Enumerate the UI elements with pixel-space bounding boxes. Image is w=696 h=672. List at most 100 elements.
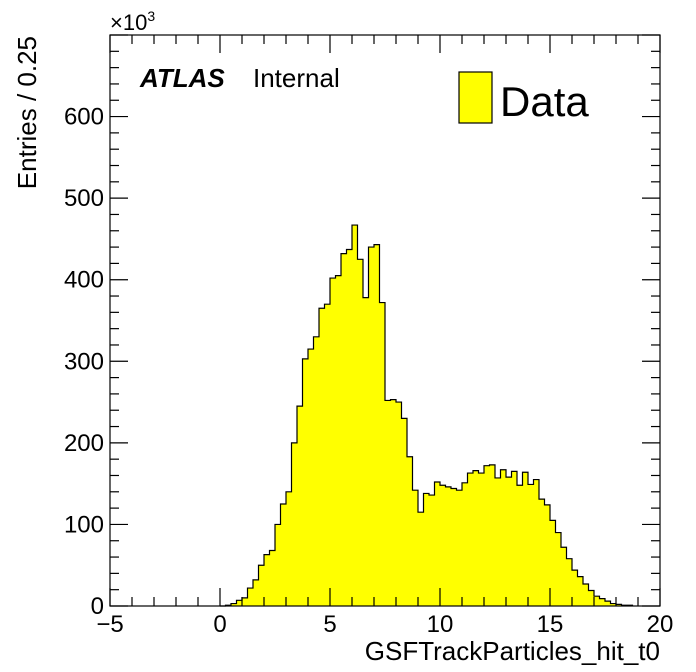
x-tick-labels: −5 0 5 10 15 20 <box>96 611 673 638</box>
histogram-bars <box>225 225 633 607</box>
histogram-bar <box>467 473 474 606</box>
histogram-bar <box>434 482 441 606</box>
histogram-bar <box>429 495 435 606</box>
legend: Data <box>458 71 589 125</box>
x-tick-label: −5 <box>96 611 123 638</box>
histogram-bar <box>577 576 584 606</box>
histogram-bar <box>291 442 298 606</box>
histogram-bar <box>484 465 490 606</box>
histogram-bar <box>330 278 336 606</box>
histogram-bar <box>341 253 347 606</box>
histogram-bar <box>440 485 446 606</box>
histogram-bar <box>583 583 589 606</box>
atlas-label: ATLAS <box>139 63 225 93</box>
histogram-bar <box>522 472 529 606</box>
plot-frame <box>109 34 661 607</box>
y-tick-label: 400 <box>64 267 104 294</box>
histogram-bar <box>401 418 408 606</box>
histogram-bar <box>385 400 391 606</box>
histogram-bar <box>478 473 485 606</box>
histogram-bar <box>506 477 512 606</box>
histogram-bar <box>451 488 457 606</box>
histogram-bar <box>313 336 320 606</box>
legend-swatch-data <box>458 71 493 124</box>
histogram-bar <box>544 504 551 606</box>
histogram-outline <box>220 224 634 607</box>
histogram-bar <box>242 597 248 606</box>
histogram-bar <box>357 259 364 606</box>
histogram-bar <box>555 532 562 606</box>
y-tick-label: 300 <box>64 348 104 375</box>
x-tick-label: 15 <box>537 611 564 638</box>
y-axis-ticks <box>110 34 660 607</box>
x-axis-title: GSFTrackParticles_hit_t0 <box>365 636 660 666</box>
histogram-bar <box>231 603 237 606</box>
histogram-bar <box>297 406 303 606</box>
histogram-bar <box>511 471 518 606</box>
histogram-bar <box>407 456 413 606</box>
histogram-bar <box>286 491 292 606</box>
x-tick-label: 10 <box>427 611 454 638</box>
histogram-bar <box>473 470 479 606</box>
y-tick-labels: 0 100 200 300 400 500 600 <box>64 104 104 620</box>
histogram-bar <box>324 304 331 606</box>
histogram-bar <box>462 482 468 606</box>
histogram-bar <box>247 588 254 606</box>
histogram-bar <box>352 225 358 606</box>
histogram-bar <box>550 520 556 606</box>
histogram-bar <box>561 547 567 606</box>
histogram-bar <box>495 477 501 606</box>
histogram-bar <box>500 469 507 606</box>
histogram-bar <box>236 600 243 606</box>
histogram-bar <box>346 249 353 607</box>
histogram-bar <box>253 579 259 606</box>
histogram-bar <box>319 308 325 606</box>
histogram-bar <box>616 604 622 606</box>
y-axis-title: Entries / 0.25 <box>12 36 42 189</box>
histogram-bar <box>264 554 270 606</box>
histogram-bar <box>390 399 397 606</box>
histogram-bar <box>599 598 606 606</box>
y-tick-label: 200 <box>64 430 104 457</box>
y-tick-label: 0 <box>91 593 104 620</box>
histogram-bar <box>374 244 380 607</box>
histogram-bar <box>528 484 534 606</box>
atlas-sublabel: Internal <box>253 63 340 93</box>
histogram-bar <box>269 550 276 606</box>
histogram-bar <box>605 601 611 606</box>
x-tick-label: 20 <box>647 611 674 638</box>
histogram-bar <box>363 297 369 606</box>
histogram-bar <box>533 479 540 606</box>
histogram-bar <box>539 499 545 606</box>
histogram-bar <box>445 486 452 606</box>
histogram-bar <box>280 504 287 606</box>
histogram-bar <box>412 490 419 606</box>
histogram-bar <box>308 349 314 606</box>
histogram-bar <box>275 524 281 606</box>
histogram-bar <box>566 558 573 606</box>
histogram-bar <box>456 490 463 606</box>
y-tick-label: 100 <box>64 511 104 538</box>
histogram-bar <box>610 603 617 606</box>
histogram-bar <box>302 358 309 606</box>
histogram-bar <box>588 590 595 606</box>
x-axis-ticks <box>109 35 661 606</box>
y-tick-label: 600 <box>64 104 104 131</box>
histogram-bar <box>258 565 265 606</box>
y-multiplier: ×103 <box>110 8 155 35</box>
y-tick-label: 500 <box>64 185 104 212</box>
histogram-bar <box>335 275 342 606</box>
histogram-bar <box>418 512 424 606</box>
histogram-bar <box>489 464 496 606</box>
histogram-bar <box>594 596 600 606</box>
x-tick-label: 5 <box>323 611 336 638</box>
legend-label-data: Data <box>500 78 589 125</box>
histogram-bar <box>517 485 523 606</box>
histogram-bar <box>572 570 578 606</box>
histogram-bar <box>379 302 386 606</box>
histogram-bar <box>423 493 430 606</box>
x-tick-label: 0 <box>213 611 226 638</box>
histogram-bar <box>396 402 402 606</box>
histogram-bar <box>368 247 375 607</box>
